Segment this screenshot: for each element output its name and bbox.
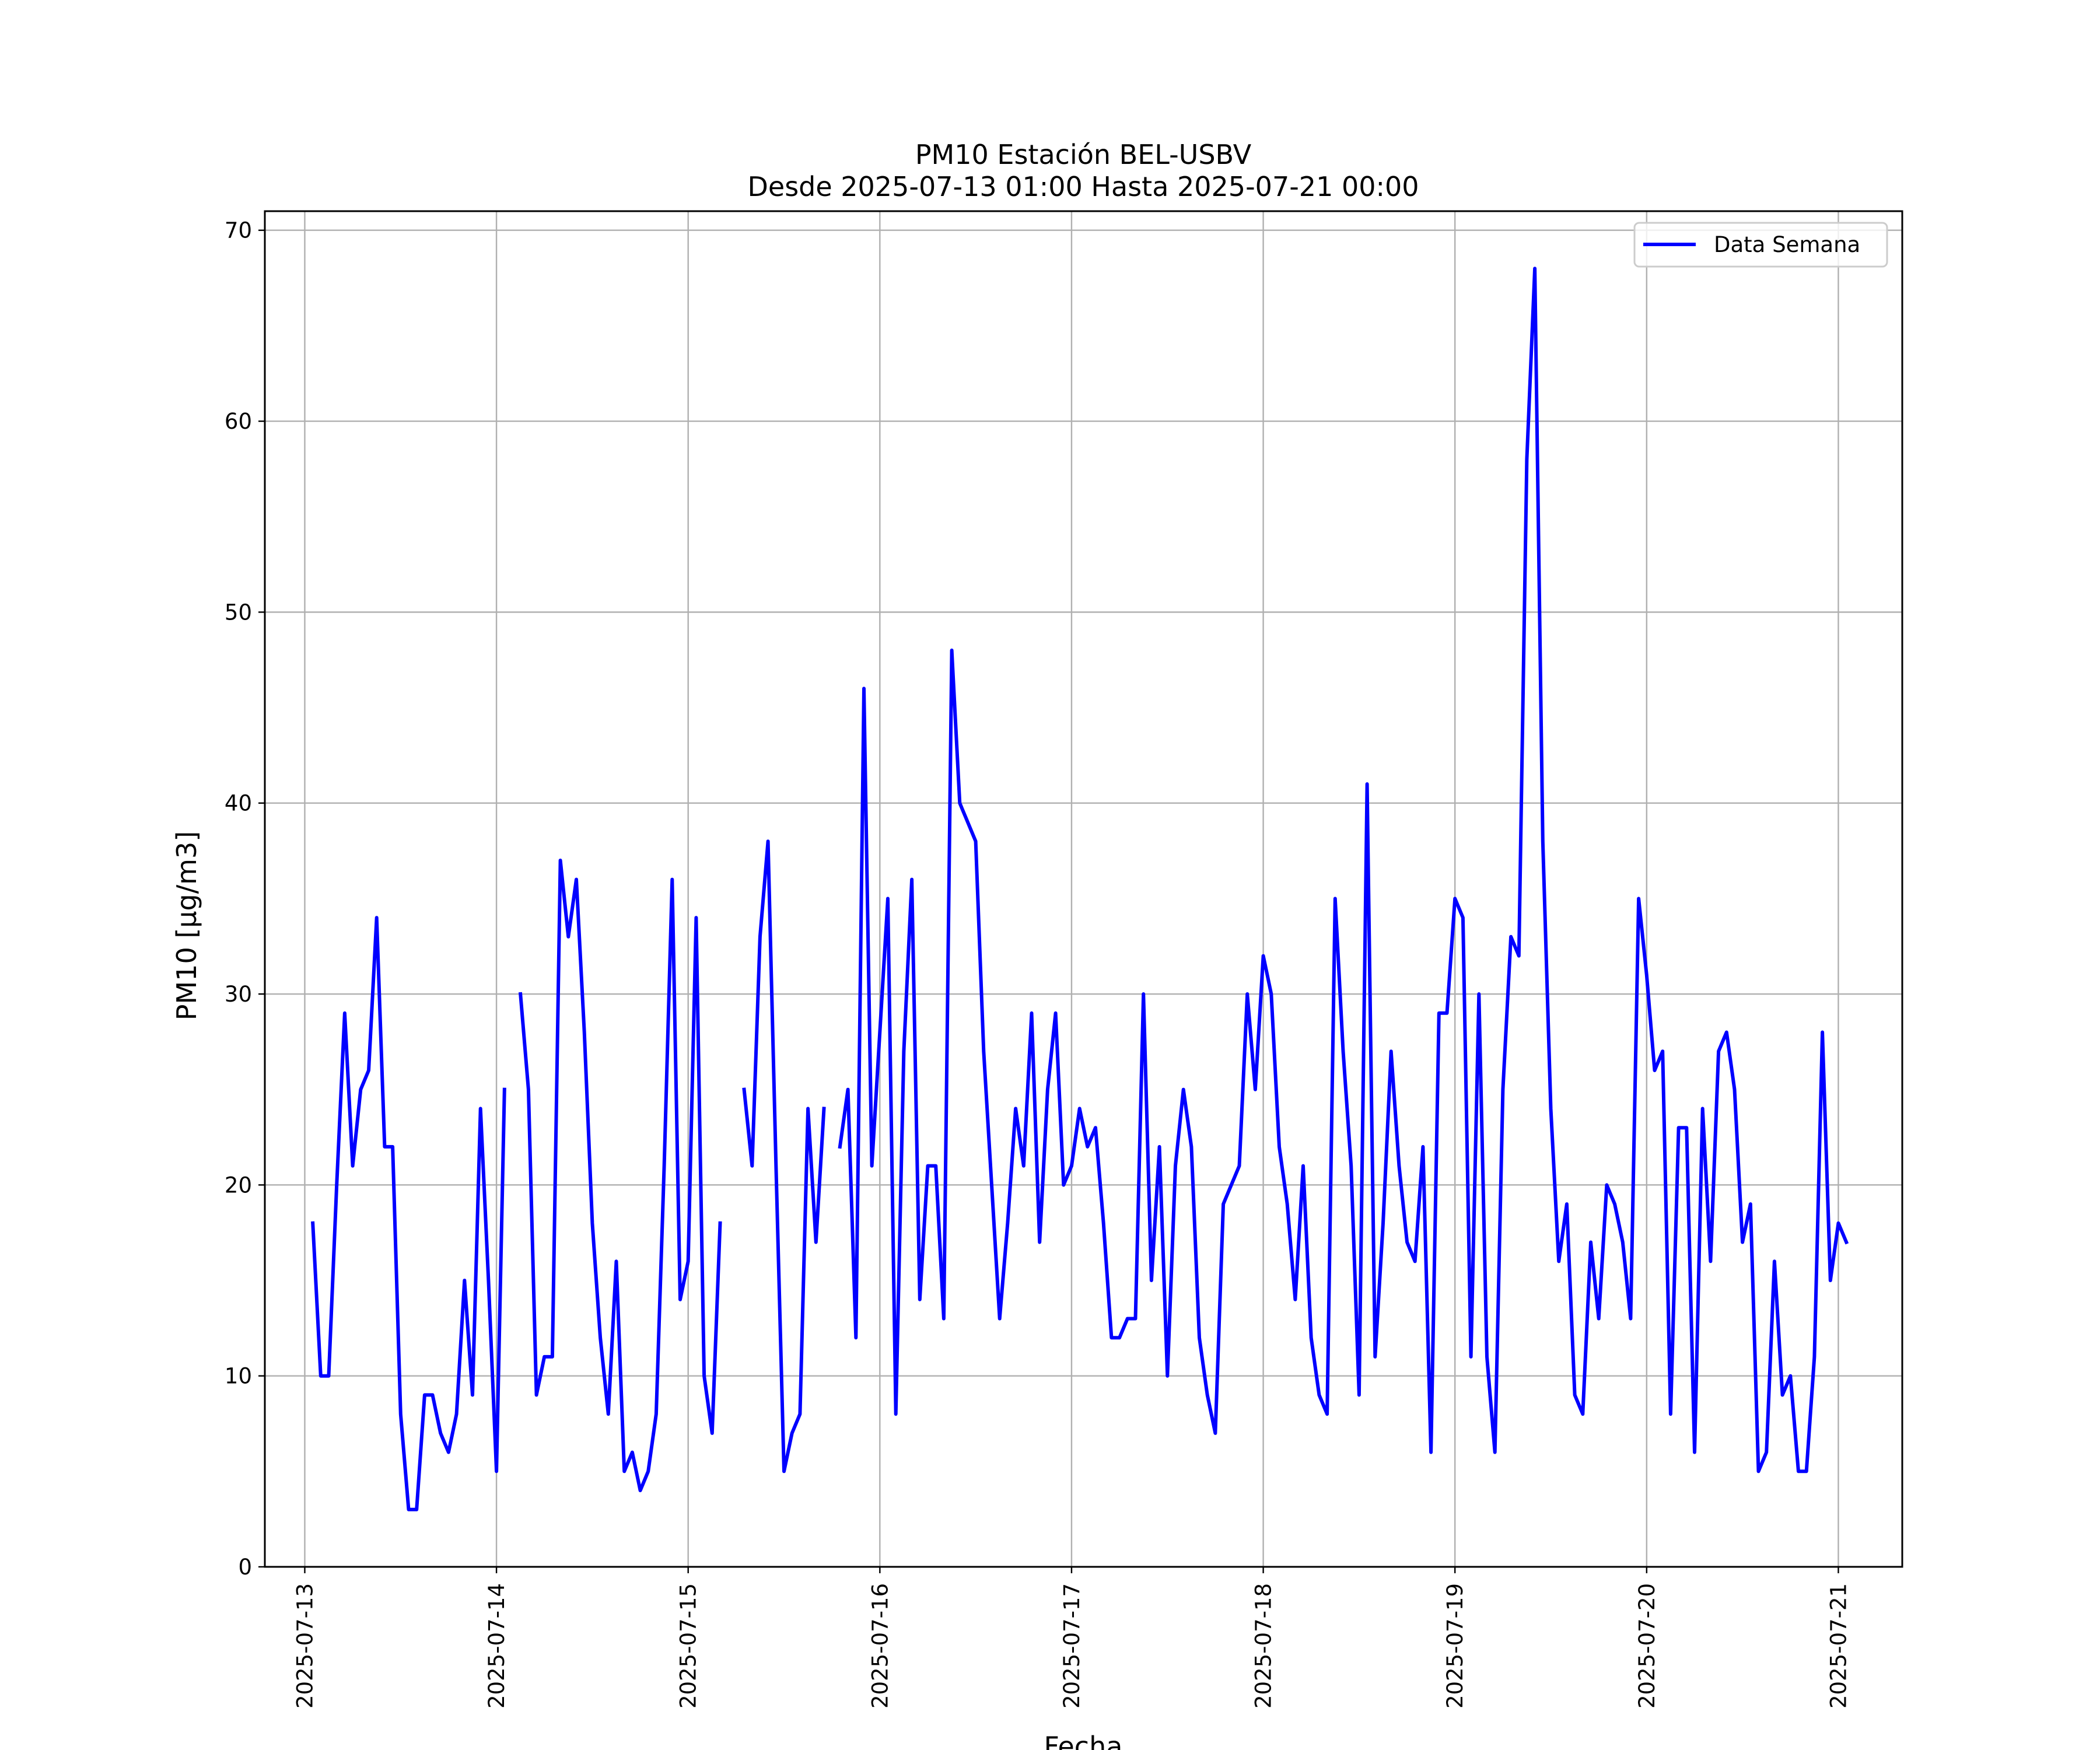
y-tick-label: 10	[225, 1364, 252, 1389]
legend-label: Data Semana	[1714, 232, 1860, 257]
series-line-segment	[742, 839, 826, 1474]
y-axis-label: PM10 [µg/m3]	[171, 831, 202, 1021]
y-tick-label: 70	[225, 218, 252, 243]
x-tick-label: 2025-07-14	[484, 1583, 509, 1709]
y-tick-label: 50	[225, 600, 252, 625]
y-tick-label: 60	[225, 409, 252, 434]
grid-lines	[265, 211, 1902, 1568]
y-axis: 0 10 20 30 40 50 60 70	[225, 218, 265, 1580]
x-tick-label: 2025-07-15	[676, 1583, 701, 1709]
x-tick-label: 2025-07-17	[1059, 1583, 1084, 1709]
plot-frame	[264, 210, 1903, 1568]
y-tick-label: 40	[225, 791, 252, 816]
x-tick-label: 2025-07-13	[292, 1583, 317, 1709]
series-line-segment	[518, 858, 722, 1493]
x-tick-label: 2025-07-21	[1826, 1583, 1851, 1709]
series-line-segment	[311, 916, 506, 1511]
legend: Data Semana	[1633, 222, 1888, 268]
x-tick-label: 2025-07-20	[1634, 1583, 1660, 1709]
chart-subtitle: Desde 2025-07-13 01:00 Hasta 2025-07-21 …	[747, 171, 1419, 202]
x-tick-label: 2025-07-19	[1443, 1583, 1468, 1709]
x-tick-label: 2025-07-16	[867, 1583, 892, 1709]
x-axis: 2025-07-13 2025-07-14 2025-07-15 2025-07-16…	[292, 1567, 1851, 1709]
series-layer	[311, 267, 1849, 1511]
legend-box	[1633, 222, 1888, 268]
y-tick-label: 20	[225, 1172, 252, 1198]
y-tick-label: 30	[225, 982, 252, 1007]
x-tick-label: 2025-07-18	[1251, 1583, 1276, 1709]
series-line-segment	[838, 267, 1849, 1474]
chart-title: PM10 Estación BEL-USBV	[915, 139, 1252, 170]
x-axis-label: Fecha	[1044, 1731, 1123, 1750]
y-tick-label: 0	[238, 1555, 252, 1580]
